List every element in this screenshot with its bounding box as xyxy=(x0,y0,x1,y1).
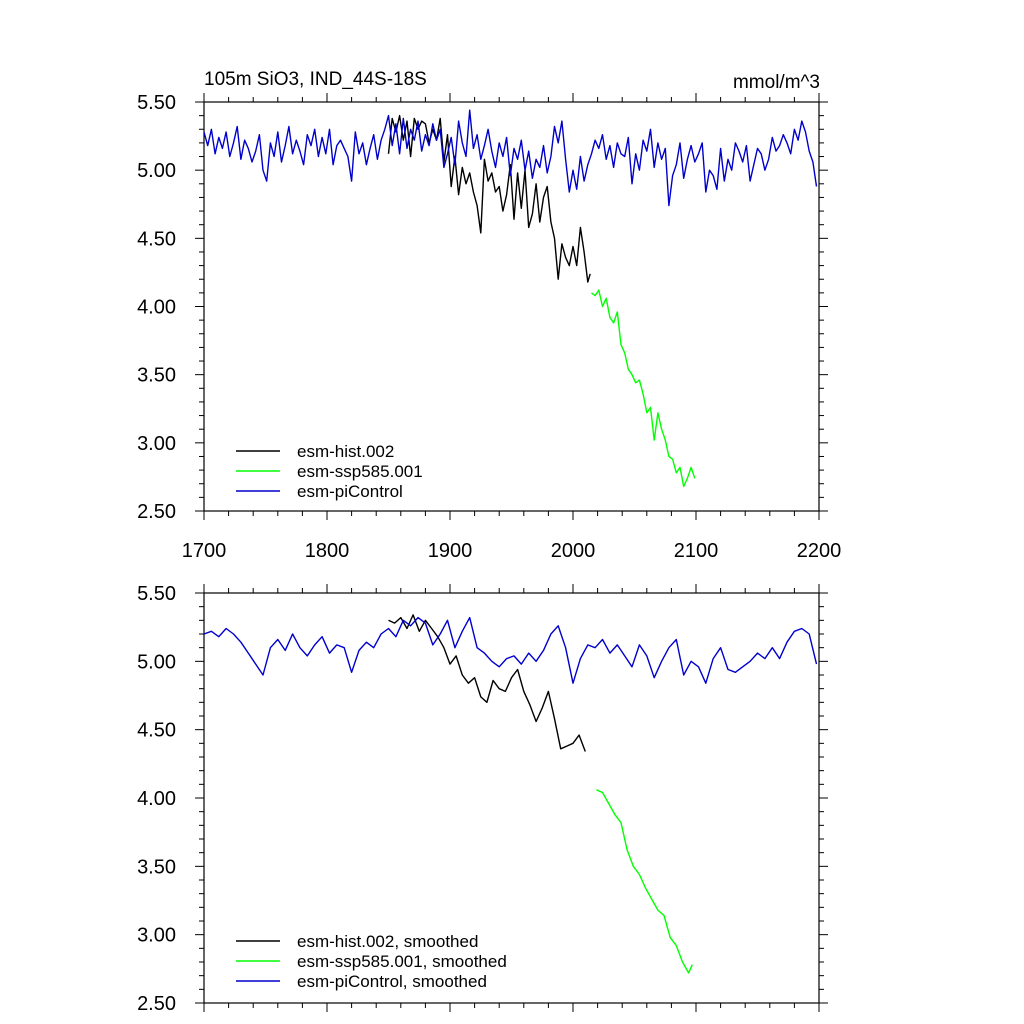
y-tick-label: 4.50 xyxy=(137,228,176,250)
legend-label: esm-hist.002 xyxy=(297,442,394,461)
x-tick-label: 2000 xyxy=(551,540,596,562)
legend-label: esm-piControl, smoothed xyxy=(297,972,487,991)
series-line-2 xyxy=(203,616,818,684)
y-tick-label: 5.50 xyxy=(137,92,176,114)
legend-label: esm-ssp585.001 xyxy=(297,462,423,481)
y-tick-label: 5.50 xyxy=(137,583,176,605)
top-panel: 105m SiO3, IND_44S-18S mmol/m^3 1700 1800… xyxy=(137,69,841,562)
y-tick-label: 3.50 xyxy=(137,365,176,387)
series-line-1 xyxy=(591,289,696,488)
y-tick-label: 3.00 xyxy=(137,433,176,455)
y-tick-label: 2.50 xyxy=(137,501,176,523)
y-tick-label: 4.50 xyxy=(137,720,176,742)
y-tick-label: 2.50 xyxy=(137,993,176,1015)
y-tick-label: 3.50 xyxy=(137,856,176,878)
series-line-0 xyxy=(387,114,591,283)
bottom-panel: 2.50 3.00 3.50 4.00 4.50 5.00 5.50 esm-hist.002… xyxy=(137,583,828,1015)
legend-label: esm-hist.002, smoothed xyxy=(297,932,478,951)
series-line-1 xyxy=(596,789,693,974)
y-tick-label: 3.00 xyxy=(137,925,176,947)
units-label: mmol/m^3 xyxy=(733,72,820,93)
x-tick-label: 2100 xyxy=(674,540,719,562)
y-tick-label: 4.00 xyxy=(137,788,176,810)
x-tick-label: 1700 xyxy=(182,540,227,562)
series-line-2 xyxy=(203,109,818,207)
legend-label: esm-ssp585.001, smoothed xyxy=(297,952,507,971)
legend-label: esm-piControl xyxy=(297,482,403,501)
chart-title: 105m SiO3, IND_44S-18S xyxy=(204,69,427,90)
series-line-0 xyxy=(388,614,586,752)
y-tick-label: 4.00 xyxy=(137,297,176,319)
x-tick-label: 1800 xyxy=(305,540,350,562)
y-tick-label: 5.00 xyxy=(137,651,176,673)
y-tick-label: 5.00 xyxy=(137,160,176,182)
x-tick-label: 1900 xyxy=(428,540,473,562)
x-tick-label: 2200 xyxy=(797,540,842,562)
